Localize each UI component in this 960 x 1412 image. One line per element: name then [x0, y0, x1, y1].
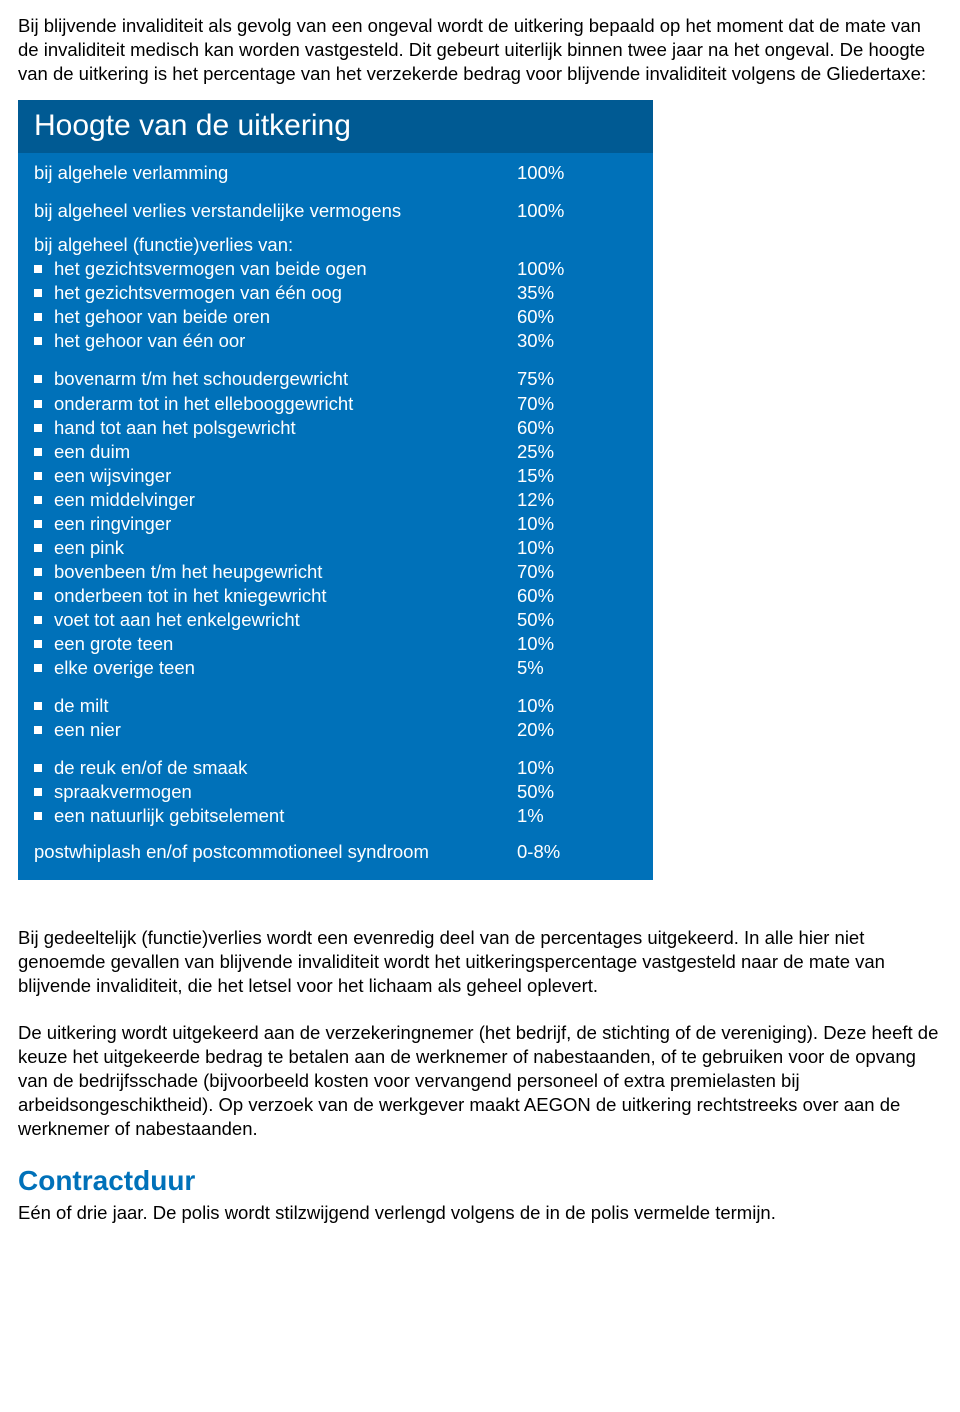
list-item: bovenbeen t/m het heupgewricht70% — [34, 560, 637, 584]
row-value: 100% — [517, 199, 637, 223]
row-label: bij algeheel verlies verstandelijke verm… — [34, 199, 517, 223]
list-item: elke overige teen5% — [34, 656, 637, 680]
row-label: onderbeen tot in het kniegewricht — [54, 584, 517, 608]
row-value: 20% — [517, 718, 637, 742]
list-item: spraakvermogen50% — [34, 780, 637, 804]
group-c-list: de milt10%een nier20% — [18, 694, 653, 742]
row-label: bovenarm t/m het schoudergewricht — [54, 367, 517, 391]
row-value: 25% — [517, 440, 637, 464]
row-value: 75% — [517, 367, 637, 391]
group-header: bij algeheel (functie)verlies van: — [18, 233, 653, 257]
list-item: de milt10% — [34, 694, 637, 718]
row-label: een middelvinger — [54, 488, 517, 512]
list-item: onderbeen tot in het kniegewricht60% — [34, 584, 637, 608]
row-label: voet tot aan het enkelgewricht — [54, 608, 517, 632]
row-value: 30% — [517, 329, 637, 353]
list-item: een ringvinger10% — [34, 512, 637, 536]
row-value: 10% — [517, 694, 637, 718]
table-row: bij algehele verlamming 100% — [18, 161, 653, 185]
row-value: 70% — [517, 560, 637, 584]
row-value: 1% — [517, 804, 637, 828]
list-item: een pink10% — [34, 536, 637, 560]
row-value: 10% — [517, 536, 637, 560]
row-label: het gezichtsvermogen van beide ogen — [54, 257, 517, 281]
row-label: de reuk en/of de smaak — [54, 756, 517, 780]
row-value: 100% — [517, 257, 637, 281]
group-d-list: de reuk en/of de smaak10%spraakvermogen5… — [18, 756, 653, 828]
table-title-bar: Hoogte van de uitkering — [18, 100, 653, 153]
row-value: 50% — [517, 780, 637, 804]
payout-table: Hoogte van de uitkering bij algehele ver… — [18, 100, 653, 880]
row-label: het gehoor van één oor — [54, 329, 517, 353]
list-item: het gezichtsvermogen van één oog35% — [34, 281, 637, 305]
list-item: het gehoor van beide oren60% — [34, 305, 637, 329]
row-label: een wijsvinger — [54, 464, 517, 488]
row-label: een pink — [54, 536, 517, 560]
row-value: 70% — [517, 392, 637, 416]
row-value: 60% — [517, 416, 637, 440]
list-item: hand tot aan het polsgewricht60% — [34, 416, 637, 440]
body-paragraph-1: Bij gedeeltelijk (functie)verlies wordt … — [18, 926, 940, 998]
row-value: 60% — [517, 305, 637, 329]
list-item: een nier20% — [34, 718, 637, 742]
table-row: postwhiplash en/of postcommotioneel synd… — [18, 840, 653, 864]
list-item: onderarm tot in het ellebooggewricht70% — [34, 392, 637, 416]
row-label: onderarm tot in het ellebooggewricht — [54, 392, 517, 416]
row-label: een ringvinger — [54, 512, 517, 536]
row-label: postwhiplash en/of postcommotioneel synd… — [34, 840, 517, 864]
row-label: spraakvermogen — [54, 780, 517, 804]
list-item: de reuk en/of de smaak10% — [34, 756, 637, 780]
section-heading-contractduur: Contractduur — [18, 1163, 940, 1199]
list-item: een middelvinger12% — [34, 488, 637, 512]
row-label: een nier — [54, 718, 517, 742]
list-item: een wijsvinger15% — [34, 464, 637, 488]
group-a-list: het gezichtsvermogen van beide ogen100%h… — [18, 257, 653, 353]
row-value: 35% — [517, 281, 637, 305]
row-label: het gezichtsvermogen van één oog — [54, 281, 517, 305]
row-label: elke overige teen — [54, 656, 517, 680]
row-label: het gehoor van beide oren — [54, 305, 517, 329]
intro-paragraph: Bij blijvende invaliditeit als gevolg va… — [18, 14, 940, 86]
list-item: het gezichtsvermogen van beide ogen100% — [34, 257, 637, 281]
list-item: voet tot aan het enkelgewricht50% — [34, 608, 637, 632]
body-paragraph-2: De uitkering wordt uitgekeerd aan de ver… — [18, 1021, 940, 1141]
list-item: het gehoor van één oor30% — [34, 329, 637, 353]
table-row: bij algeheel verlies verstandelijke verm… — [18, 199, 653, 223]
section-text: Eén of drie jaar. De polis wordt stilzwi… — [18, 1201, 940, 1225]
row-label: een duim — [54, 440, 517, 464]
table-title: Hoogte van de uitkering — [34, 106, 637, 145]
list-item: een grote teen10% — [34, 632, 637, 656]
row-value: 100% — [517, 161, 637, 185]
row-label: bovenbeen t/m het heupgewricht — [54, 560, 517, 584]
row-label: de milt — [54, 694, 517, 718]
row-label: een natuurlijk gebitselement — [54, 804, 517, 828]
row-value: 5% — [517, 656, 637, 680]
row-label: hand tot aan het polsgewricht — [54, 416, 517, 440]
row-value: 10% — [517, 632, 637, 656]
list-item: bovenarm t/m het schoudergewricht75% — [34, 367, 637, 391]
list-item: een natuurlijk gebitselement1% — [34, 804, 637, 828]
list-item: een duim25% — [34, 440, 637, 464]
row-value: 12% — [517, 488, 637, 512]
row-value: 60% — [517, 584, 637, 608]
row-value: 10% — [517, 756, 637, 780]
row-value: 15% — [517, 464, 637, 488]
group-b-list: bovenarm t/m het schoudergewricht75%onde… — [18, 367, 653, 680]
row-label: bij algehele verlamming — [34, 161, 517, 185]
row-value: 50% — [517, 608, 637, 632]
row-value: 0-8% — [517, 840, 637, 864]
row-value: 10% — [517, 512, 637, 536]
row-label: een grote teen — [54, 632, 517, 656]
